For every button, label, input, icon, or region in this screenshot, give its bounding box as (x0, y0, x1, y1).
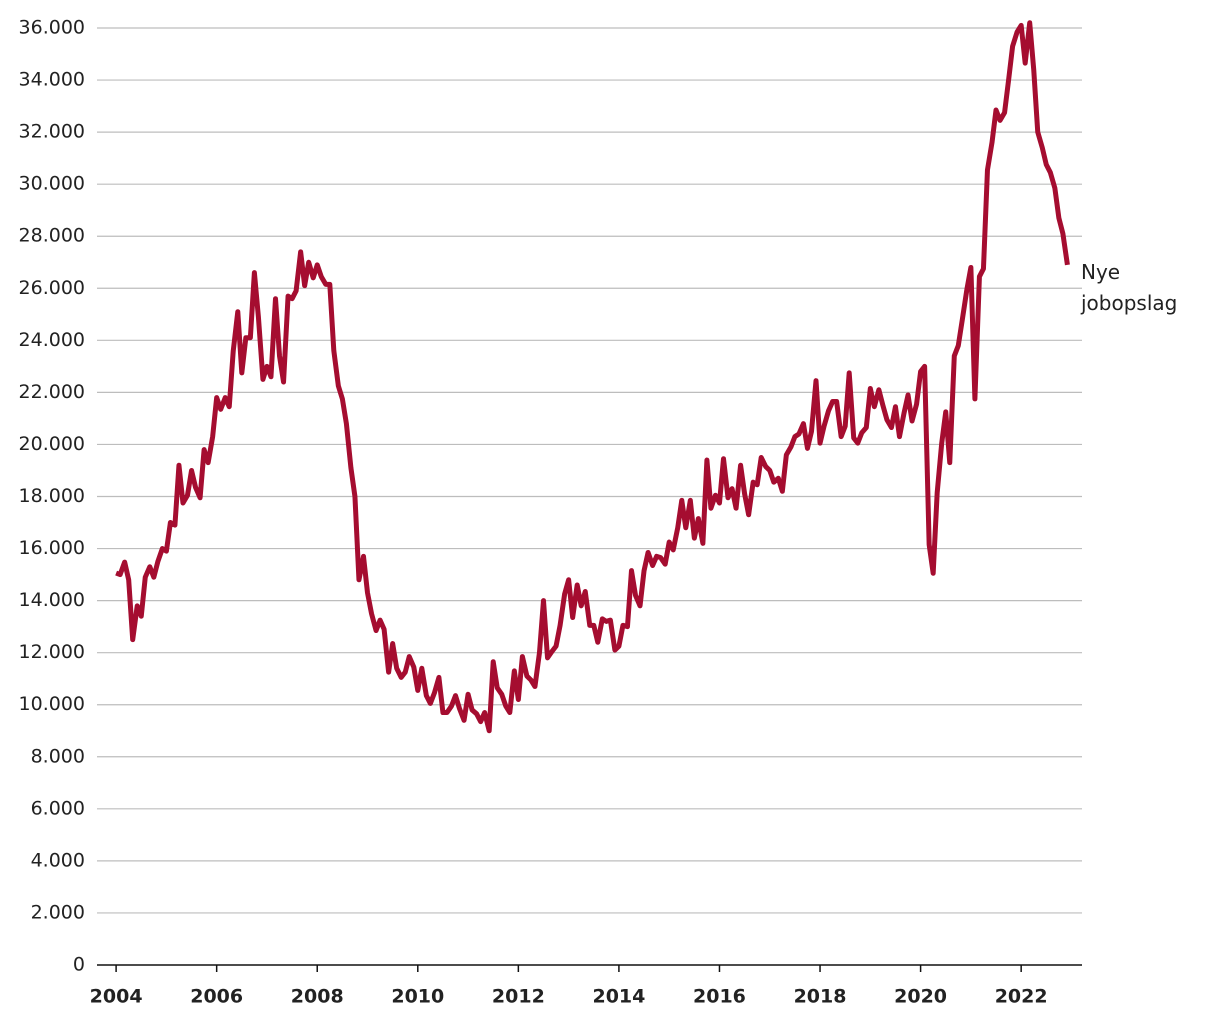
y-tick-label: 20.000 (19, 433, 85, 455)
y-tick-label: 28.000 (19, 225, 85, 247)
y-tick-label: 14.000 (19, 589, 85, 611)
y-tick-label: 22.000 (19, 381, 85, 403)
x-tick-label: 2012 (492, 986, 545, 1008)
x-tick-label: 2006 (190, 986, 243, 1008)
x-tick-label: 2018 (794, 986, 847, 1008)
y-tick-label: 34.000 (19, 69, 85, 91)
x-tick-label: 2020 (894, 986, 947, 1008)
y-tick-label: 26.000 (19, 277, 85, 299)
y-tick-label: 12.000 (19, 641, 85, 663)
y-tick-label: 16.000 (19, 537, 85, 559)
y-tick-label: 30.000 (19, 173, 85, 195)
y-tick-label: 32.000 (19, 121, 85, 143)
line (115, 20, 1070, 734)
y-tick-label: 36.000 (19, 17, 85, 39)
x-tick-label: 2014 (592, 986, 645, 1008)
y-tick-label: 0 (73, 954, 85, 976)
x-tick-label: 2022 (995, 986, 1048, 1008)
y-tick-label: 6.000 (31, 797, 85, 819)
y-tick-label: 24.000 (19, 329, 85, 351)
x-tick-label: 2008 (291, 986, 344, 1008)
x-tick-label: 2004 (90, 986, 143, 1008)
x-tick-label: 2010 (391, 986, 444, 1008)
y-tick-label: 8.000 (31, 745, 85, 767)
y-tick-label: 4.000 (31, 849, 85, 871)
y-tick-label: 18.000 (19, 485, 85, 507)
y-tick-label: 2.000 (31, 901, 85, 923)
annotation: Nye jobopslag (1081, 260, 1178, 315)
y-tick-label: 10.000 (19, 693, 85, 715)
x-tick-label: 2016 (693, 986, 746, 1008)
